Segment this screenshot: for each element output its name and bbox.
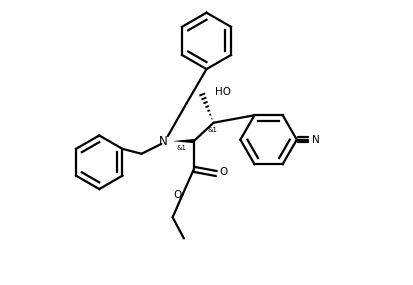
Text: O: O <box>173 190 182 200</box>
Text: HO: HO <box>215 87 231 97</box>
Text: &1: &1 <box>208 127 218 133</box>
Polygon shape <box>172 139 194 143</box>
Text: O: O <box>220 167 228 177</box>
Text: N: N <box>312 135 320 145</box>
Text: &1: &1 <box>177 145 187 151</box>
Text: N: N <box>158 135 167 148</box>
